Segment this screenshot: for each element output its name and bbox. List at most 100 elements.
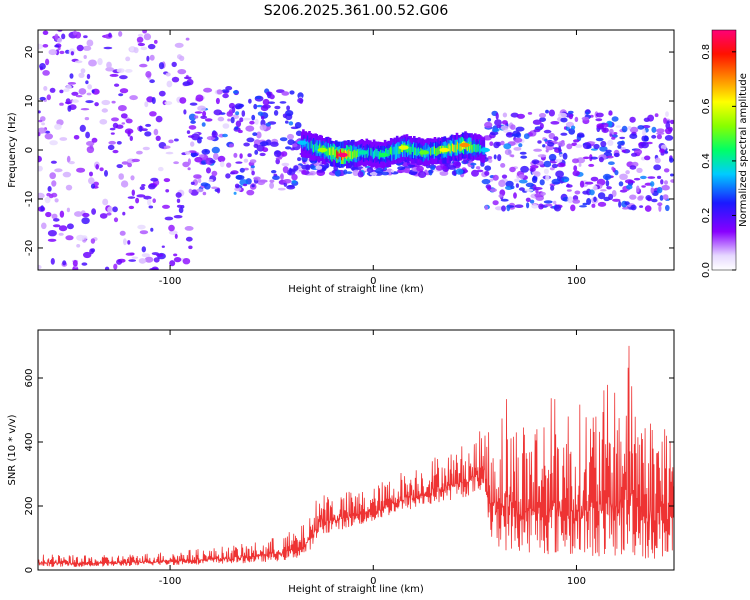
spectrogram-speckle — [611, 136, 616, 140]
spectrogram-speckle — [127, 162, 132, 168]
spectrogram-speckle — [287, 133, 294, 140]
spectrogram-ridge-peak — [337, 152, 348, 158]
spectrogram-speckle — [484, 121, 493, 129]
spectrogram-speckle — [532, 175, 538, 181]
spectrogram-speckle — [238, 129, 243, 134]
spectrogram-speckle — [651, 126, 657, 133]
spectrogram-speckle — [50, 258, 55, 265]
spectrogram-speckle — [252, 132, 258, 137]
spectrogram-speckle — [343, 169, 348, 175]
spectrogram-speckle — [245, 125, 255, 132]
spectrogram-speckle — [617, 144, 622, 149]
spectrogram-speckle — [273, 110, 279, 116]
spectrogram-speckle — [128, 205, 135, 210]
spectrogram-speckle — [111, 100, 116, 104]
spectrogram-speckle — [173, 257, 182, 263]
snr-line — [38, 345, 674, 567]
spectrogram-speckle — [447, 165, 457, 170]
spectrogram-speckle — [75, 95, 83, 98]
spectrogram-ylabel: Frequency (Hz) — [7, 112, 18, 188]
spectrogram-speckle — [500, 125, 509, 131]
spectrogram-speckle — [572, 158, 579, 164]
snr-panel: -100 0 100 0 200 400 600 Height of straight li… — [7, 329, 675, 595]
spectrogram-speckle — [637, 196, 644, 201]
colorbar-label: Normalized spectral amplitude — [738, 73, 749, 227]
spectrogram-speckle — [118, 105, 127, 112]
spectrogram-speckle — [595, 118, 603, 122]
spectrogram-speckle — [533, 187, 543, 190]
spectrogram-speckle — [629, 133, 638, 139]
spectrogram-speckle — [101, 108, 109, 113]
spectrogram-speckle — [249, 120, 255, 125]
spectrogram-speckle — [74, 60, 83, 64]
spectrogram-speckle — [253, 176, 261, 181]
spectrogram-speckle — [154, 39, 158, 44]
spectrogram-speckle — [69, 73, 74, 79]
spectrogram-speckle — [651, 134, 657, 139]
spectrogram-speckle — [121, 122, 126, 125]
spectrogram-speckle — [560, 132, 568, 136]
spectrogram-speckle — [654, 113, 659, 118]
spectrogram-speckle — [150, 227, 154, 232]
spectrogram-speckle — [197, 105, 207, 112]
spectrogram-speckle — [575, 144, 583, 149]
spectrogram-speckle — [505, 132, 514, 138]
spectrogram-speckle — [229, 172, 236, 175]
spectrogram-speckle — [487, 156, 493, 160]
spectrogram-speckle — [76, 234, 85, 241]
spectrogram-ridge-peak — [297, 140, 308, 145]
spectrogram-speckle — [83, 35, 88, 39]
spectrogram-speckle — [171, 76, 180, 83]
spectrogram-speckle — [186, 130, 191, 135]
spectrogram-speckle — [533, 148, 542, 152]
spectrogram-speckle — [639, 205, 644, 208]
spectrogram-speckle — [103, 46, 113, 50]
spectrogram-speckle — [138, 258, 147, 264]
spectrogram-speckle — [525, 182, 534, 188]
spectrogram-speckle — [555, 158, 563, 163]
spectrogram-speckle — [72, 30, 78, 36]
spectrogram-speckle — [518, 174, 525, 179]
spectrogram-speckle — [188, 113, 197, 121]
spectrogram-speckle — [366, 167, 374, 173]
spectrogram-speckle — [572, 170, 580, 177]
spectrogram-speckle — [294, 122, 302, 129]
spectrogram-speckle — [129, 135, 133, 141]
spectrogram-speckle — [416, 165, 424, 172]
spectrogram-speckle — [45, 211, 52, 218]
spectrogram-speckle — [656, 134, 663, 140]
spectrogram-ridge-peak — [439, 147, 450, 153]
spectrogram-speckle — [535, 188, 539, 194]
spectrogram-speckle — [182, 258, 191, 265]
spectrogram-speckle — [235, 161, 243, 164]
spectrogram-speckle — [520, 155, 528, 159]
spectrogram-speckle — [202, 191, 207, 196]
spectrogram-speckle — [137, 42, 145, 47]
spectrogram-speckle — [178, 207, 184, 214]
spectrogram-speckle — [656, 186, 663, 194]
spectrogram-speckle — [369, 171, 378, 176]
spectrogram-speckle — [591, 203, 596, 208]
spectrogram-speckle — [114, 83, 120, 87]
spectrogram-speckle — [404, 167, 411, 173]
spectrogram-speckle — [184, 151, 191, 155]
spectrogram-speckle — [239, 167, 245, 173]
spectrogram-speckle — [417, 171, 427, 178]
spectrogram-speckle — [647, 176, 656, 179]
spectrogram-speckle — [58, 225, 68, 232]
spectrogram-speckle — [156, 253, 164, 257]
spectrogram-speckle — [277, 187, 286, 191]
spectrogram-speckle — [619, 173, 628, 180]
spectrogram-speckle — [45, 58, 50, 66]
spectrogram-speckle — [581, 116, 590, 121]
spectrogram-speckle — [66, 223, 74, 230]
spectrogram-speckle — [288, 121, 294, 126]
spectrogram-speckle — [166, 80, 173, 88]
spectrogram-speckle — [83, 55, 87, 59]
spectrogram-speckle — [533, 128, 541, 133]
spectrogram-speckle — [116, 141, 122, 145]
spectrogram-speckle — [200, 115, 208, 120]
spectrogram-speckle — [545, 174, 550, 182]
spectrogram-speckle — [539, 179, 545, 186]
